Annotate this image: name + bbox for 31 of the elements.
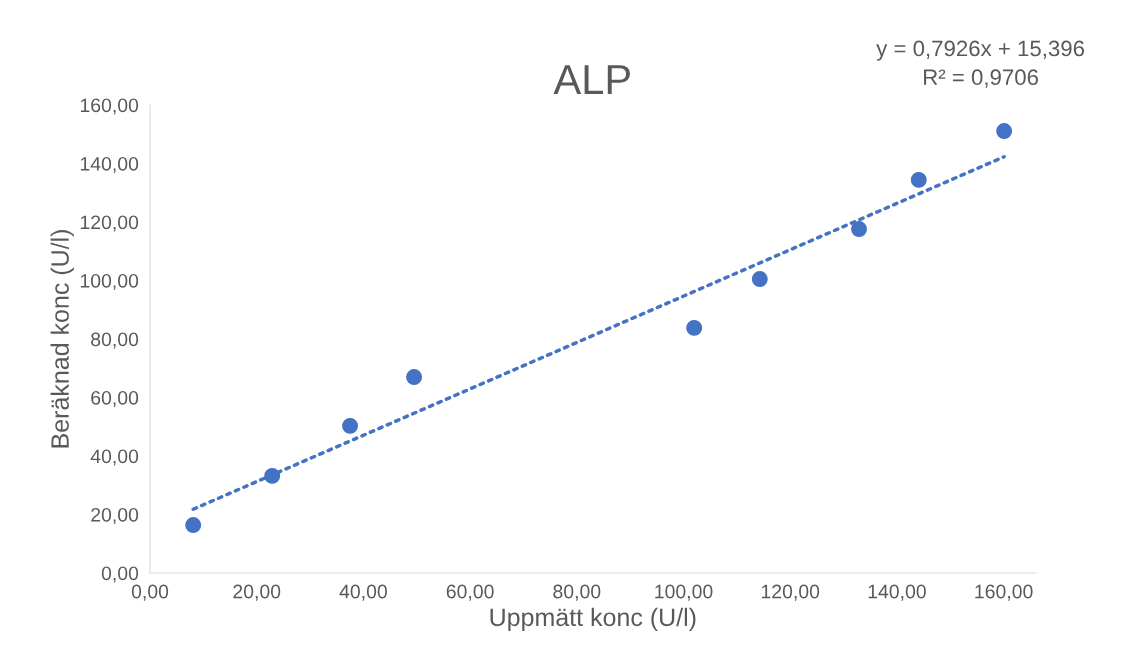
y-tick-label: 40,00 — [90, 449, 139, 466]
point — [910, 171, 927, 188]
point — [751, 271, 768, 288]
y-tick-label: 80,00 — [91, 332, 139, 349]
point — [406, 369, 423, 386]
chart-title: ALP — [553, 65, 630, 94]
x-tick-label: 40,00 — [339, 584, 387, 601]
x-tick-label: 160,00 — [975, 584, 1033, 601]
point — [996, 123, 1013, 140]
y-tick-label: 100,00 — [80, 273, 139, 291]
x-tick-label: 80,00 — [553, 584, 601, 601]
x-axis-title: Uppmätt konc (U/l) — [490, 607, 696, 632]
y-tick-label: 20,00 — [91, 507, 139, 525]
x-tick-label: 0,00 — [131, 584, 169, 601]
x-tick-label: 100,00 — [655, 584, 713, 601]
point — [851, 221, 867, 237]
y-axis-title: Beräknad konc (U/l) — [50, 230, 74, 448]
y-tick-label: 120,00 — [80, 215, 139, 232]
point — [686, 319, 703, 336]
x-tick-label: 20,00 — [233, 584, 281, 601]
x-tick-label: 120,00 — [761, 584, 820, 601]
point — [185, 517, 202, 534]
point — [342, 417, 359, 434]
y-tick-label: 140,00 — [80, 156, 139, 174]
y-tick-label: 0,00 — [101, 566, 139, 583]
y-tick-label: 60,00 — [91, 390, 139, 408]
text: y = 0,7926x + 15,396 R² = 0,9706 — [876, 40, 1085, 88]
x-tick-label: 140,00 — [868, 584, 926, 601]
x-tick-label: 60,00 — [446, 584, 494, 601]
y-tick-label: 160,00 — [80, 98, 139, 115]
point — [264, 467, 281, 484]
